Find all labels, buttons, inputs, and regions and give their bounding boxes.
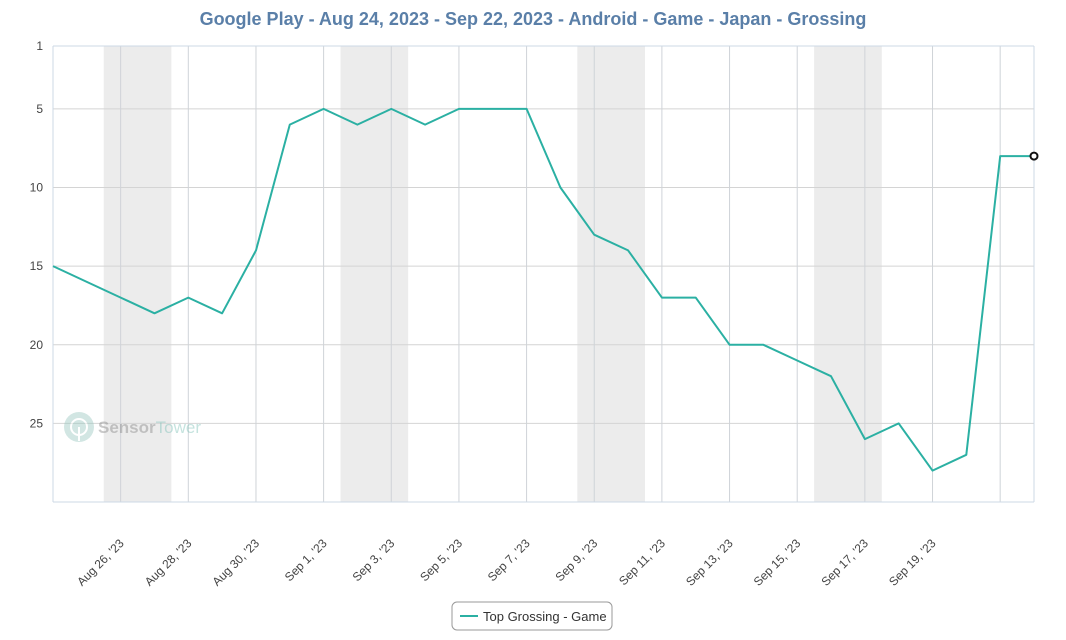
last-point-marker[interactable] [1029,151,1039,161]
x-tick-label: Sep 17, '23 [818,536,871,589]
x-tick-label: Sep 9, '23 [553,536,601,584]
watermark-text-sensor: Sensor [98,418,156,437]
weekend-band [814,46,882,502]
y-tick-label: 10 [30,181,44,195]
watermark-text-tower: Tower [156,418,202,437]
axes [52,45,1035,503]
y-tick-label: 20 [30,338,44,352]
series-layer [52,107,1039,472]
y-tick-label: 25 [30,416,44,430]
gridlines [53,45,1034,502]
x-tick-label: Sep 1, '23 [282,536,330,584]
svg-text:SensorTower: SensorTower [98,418,201,437]
x-tick-label: Sep 15, '23 [751,536,804,589]
x-axis-ticks: Aug 26, '23 Aug 28, '23 Aug 30, '23 Sep 1, … [74,536,939,589]
series-line-top-grossing-game [52,107,1034,472]
x-tick-label: Sep 5, '23 [417,536,465,584]
weekend-band [103,46,172,502]
x-tick-label: Sep 3, '23 [350,536,398,584]
x-tick-label: Aug 30, '23 [210,536,263,589]
y-tick-label: 5 [36,102,43,116]
sensor-tower-logo-icon [64,412,94,442]
weekend-bands [103,46,882,502]
x-tick-label: Sep 11, '23 [616,536,668,588]
y-tick-label: 15 [30,259,44,273]
weekend-band [577,46,645,502]
legend[interactable]: Top Grossing - Game [451,601,613,631]
y-tick-label: 1 [36,39,43,53]
legend-box [451,601,613,631]
x-tick-label: Aug 26, '23 [74,536,127,589]
x-tick-label: Sep 13, '23 [683,536,736,589]
sensor-tower-watermark: SensorTower [64,412,201,442]
legend-label[interactable]: Top Grossing - Game [483,609,607,624]
x-tick-label: Aug 28, '23 [142,536,195,589]
weekend-band [340,46,409,502]
chart-title: Google Play - Aug 24, 2023 - Sep 22, 202… [200,9,867,29]
x-tick-label: Sep 7, '23 [485,536,533,584]
x-tick-label: Sep 19, '23 [886,536,939,589]
